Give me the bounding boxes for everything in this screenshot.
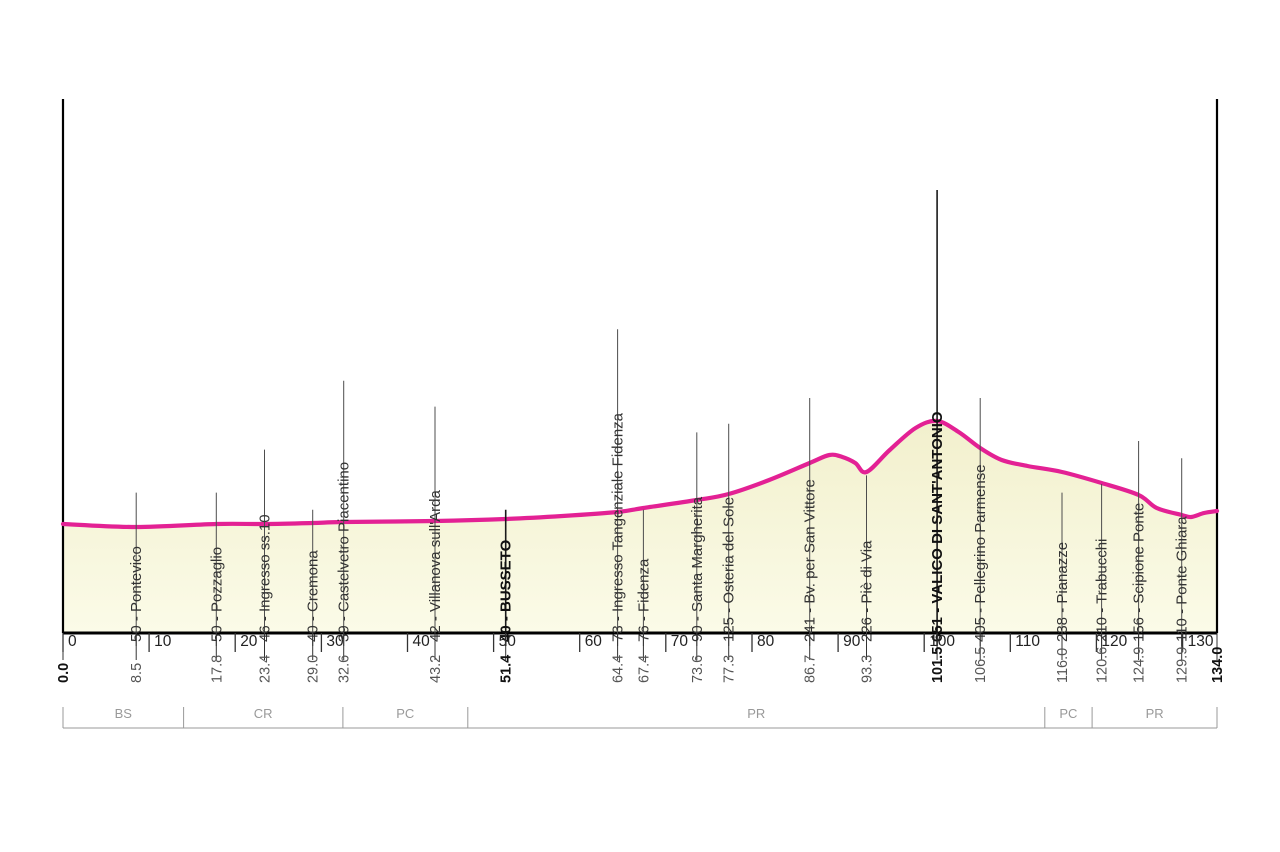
svg-text:238 - Pianazze: 238 - Pianazze	[1054, 542, 1071, 642]
svg-text:PR: PR	[747, 706, 765, 721]
svg-text:10: 10	[154, 633, 172, 650]
svg-text:226 - Piè di Via: 226 - Piè di Via	[859, 540, 876, 642]
svg-text:116.0: 116.0	[1055, 648, 1071, 683]
svg-text:46 - Ingresso ss.10: 46 - Ingresso ss.10	[257, 514, 274, 642]
svg-text:73.6: 73.6	[690, 655, 706, 683]
svg-text:40: 40	[413, 633, 431, 650]
svg-text:156 - Scipione Ponte: 156 - Scipione Ponte	[1131, 503, 1148, 642]
svg-text:50: 50	[499, 633, 517, 650]
svg-text:PR: PR	[1146, 706, 1164, 721]
svg-text:651 - VALICO DI SANT'ANTONIO: 651 - VALICO DI SANT'ANTONIO	[929, 411, 946, 642]
svg-text:110 - Ponte Ghiara: 110 - Ponte Ghiara	[1174, 516, 1191, 642]
svg-text:32.6: 32.6	[337, 655, 353, 683]
svg-text:101.5: 101.5	[930, 647, 946, 683]
svg-text:0.0: 0.0	[56, 663, 72, 683]
svg-text:PC: PC	[1059, 706, 1077, 721]
svg-text:125 - Osteria del Sole: 125 - Osteria del Sole	[721, 497, 738, 642]
svg-text:29.0: 29.0	[306, 655, 322, 683]
svg-text:51.4: 51.4	[499, 655, 515, 683]
svg-text:76 - Fidenza: 76 - Fidenza	[635, 558, 652, 642]
svg-text:90 - Santa Margherita: 90 - Santa Margherita	[689, 496, 706, 642]
svg-text:120.6: 120.6	[1095, 647, 1111, 683]
svg-text:241 - Bv. per San Vittore: 241 - Bv. per San Vittore	[802, 479, 819, 642]
svg-text:134.0: 134.0	[1210, 647, 1226, 683]
svg-text:8.5: 8.5	[129, 663, 145, 683]
svg-text:124.9: 124.9	[1132, 647, 1148, 683]
svg-text:17.8: 17.8	[209, 655, 225, 683]
svg-text:BS: BS	[115, 706, 133, 721]
svg-text:40 - Cremona: 40 - Cremona	[305, 550, 322, 642]
svg-text:39 - Castelvetro Piacentino: 39 - Castelvetro Piacentino	[336, 462, 353, 642]
svg-text:30: 30	[326, 633, 344, 650]
svg-text:106.5: 106.5	[973, 647, 989, 683]
svg-text:405 - Pellegrino Parmense: 405 - Pellegrino Parmense	[972, 464, 989, 642]
svg-text:50 - Pozzaglio: 50 - Pozzaglio	[208, 547, 225, 642]
svg-text:90: 90	[843, 633, 861, 650]
svg-text:20: 20	[240, 633, 258, 650]
svg-text:0: 0	[68, 633, 77, 650]
svg-text:43.2: 43.2	[428, 655, 444, 683]
svg-text:40 - BUSSETO: 40 - BUSSETO	[498, 539, 515, 642]
svg-text:23.4: 23.4	[258, 655, 274, 683]
svg-text:67.4: 67.4	[636, 655, 652, 683]
svg-text:77.3: 77.3	[722, 655, 738, 683]
svg-text:60: 60	[585, 633, 603, 650]
svg-text:50 - Pontevico: 50 - Pontevico	[128, 546, 145, 642]
svg-text:129.9: 129.9	[1175, 647, 1191, 683]
svg-text:210 - Trabucchi: 210 - Trabucchi	[1094, 539, 1111, 642]
svg-text:86.7: 86.7	[803, 655, 819, 683]
svg-text:70: 70	[671, 633, 689, 650]
svg-text:80: 80	[757, 633, 775, 650]
svg-text:110: 110	[1015, 633, 1040, 650]
svg-text:93.3: 93.3	[860, 655, 876, 683]
svg-text:CR: CR	[254, 706, 273, 721]
svg-text:42 - Villanova sull'Arda: 42 - Villanova sull'Arda	[427, 490, 444, 642]
svg-text:PC: PC	[396, 706, 414, 721]
svg-text:64.4: 64.4	[611, 655, 627, 683]
svg-text:73 - Ingresso Tangenziale Fide: 73 - Ingresso Tangenziale Fidenza	[610, 412, 627, 642]
